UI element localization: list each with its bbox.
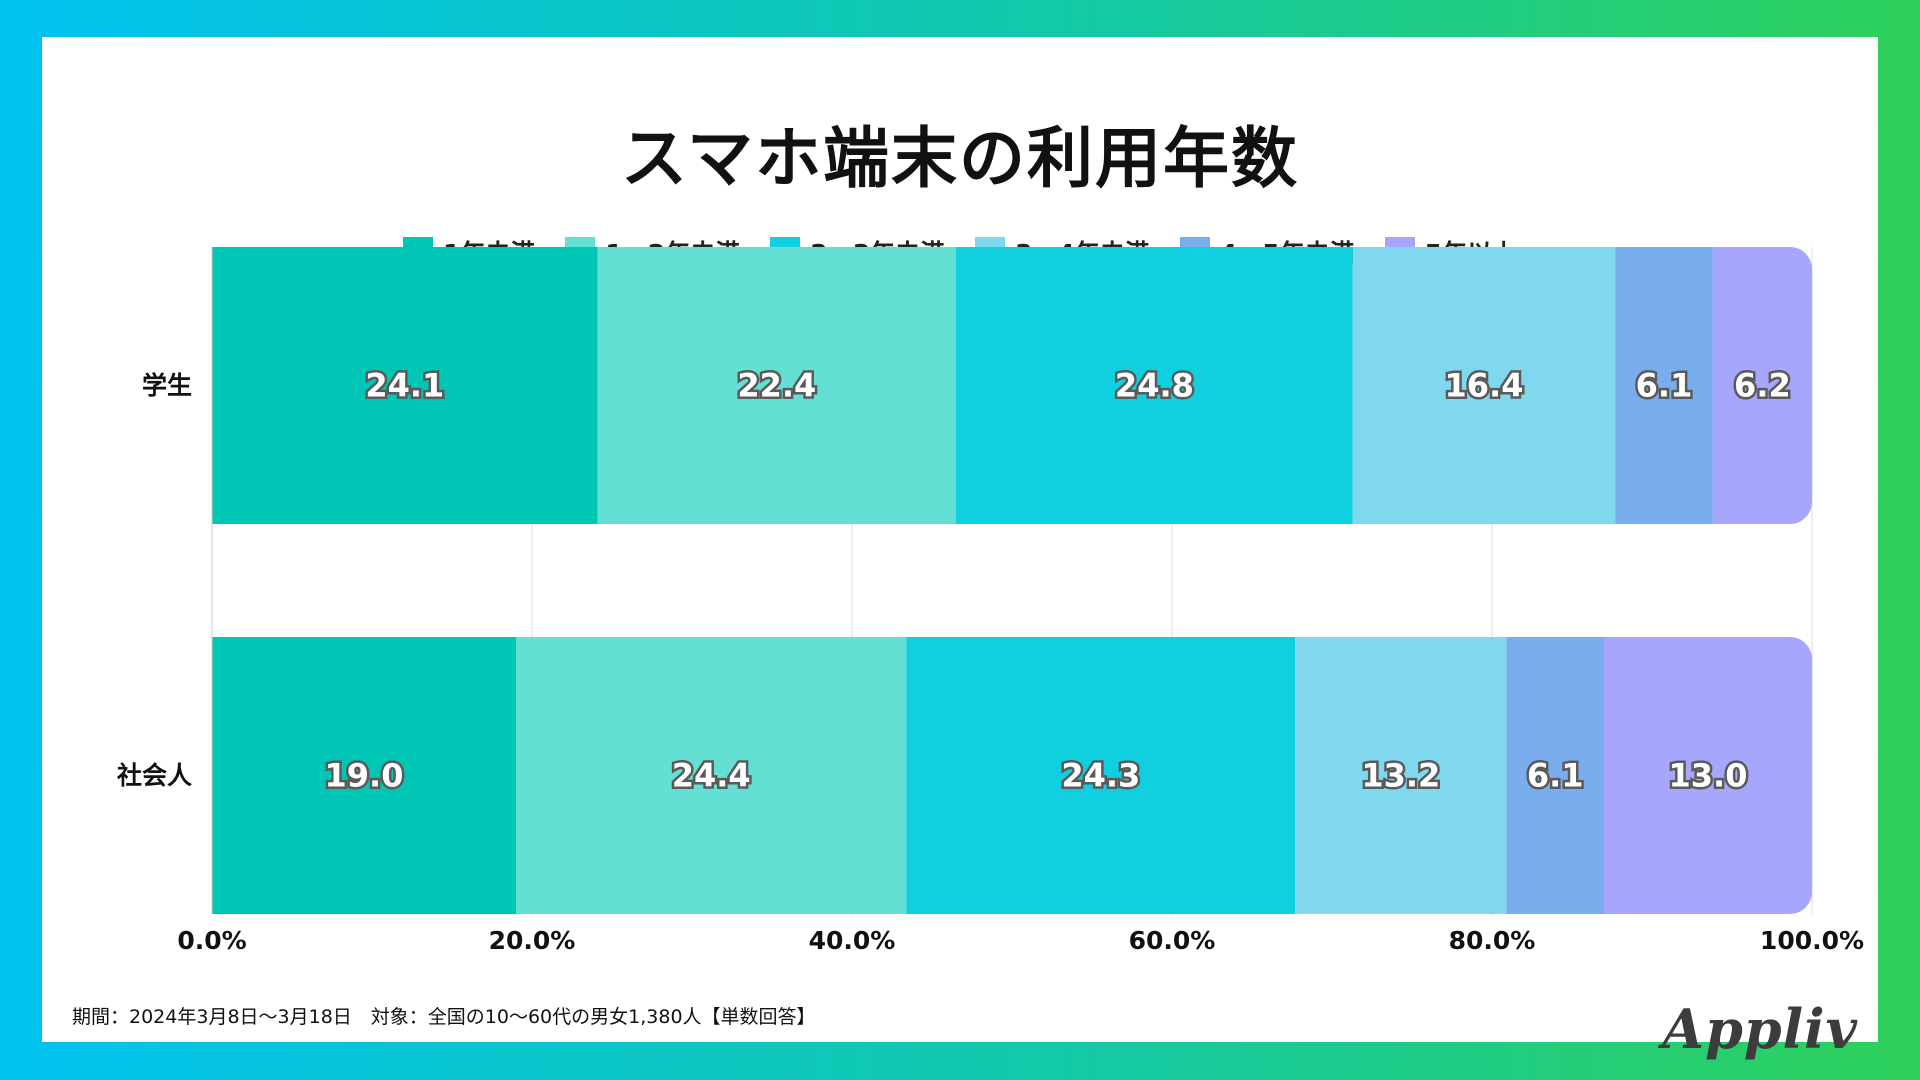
bar-left-edge-mask (172, 636, 212, 915)
bar-segment (1352, 247, 1616, 524)
x-tick-label: 80.0% (1449, 926, 1536, 955)
bar-group (212, 247, 1812, 524)
x-axis-ticks: 0.0% 20.0% 40.0% 60.0% 80.0% 100.0% (177, 926, 1864, 955)
x-tick-label: 0.0% (177, 926, 246, 955)
x-tick-label: 20.0% (489, 926, 576, 955)
bar-value-label: 24.3 (1061, 757, 1140, 795)
bar-value-label: 6.1 (1527, 757, 1584, 795)
x-tick-label: 100.0% (1760, 926, 1864, 955)
bar-group (212, 637, 1812, 914)
bar-value-label: 13.2 (1361, 757, 1440, 795)
bar-value-label: 24.1 (365, 367, 444, 405)
bar-segment (516, 637, 907, 914)
stacked-bar-chart: 24.1 22.4 24.8 16.4 6.1 6.2 19.0 24.4 24.3 13.2 6.… (117, 246, 1864, 955)
applivlogo: Appliv (1662, 997, 1858, 1061)
bar-segment (212, 637, 516, 914)
bar-left-edge-mask (172, 246, 212, 525)
bar-value-label: 19.0 (325, 757, 404, 795)
bar-segment (1604, 637, 1812, 914)
bar-segment (956, 247, 1353, 524)
bar-segment (1615, 247, 1713, 524)
bar-segment (212, 247, 598, 524)
bar-value-label: 24.8 (1115, 367, 1194, 405)
chart-card: スマホ端末の利用年数 1年未満1〜2年未満2〜3年未満3〜4年未満4〜5年未満5… (42, 37, 1878, 1061)
bar-value-label: 16.4 (1445, 367, 1524, 405)
chart-title: スマホ端末の利用年数 (620, 120, 1300, 197)
category-label: 学生 (142, 371, 192, 400)
bar-value-label: 24.4 (672, 757, 751, 795)
bar-value-label: 13.0 (1669, 757, 1748, 795)
bar-segment (1712, 247, 1812, 524)
bar-value-label: 6.1 (1636, 367, 1693, 405)
bar-value-label: 6.2 (1734, 367, 1791, 405)
x-tick-label: 60.0% (1129, 926, 1216, 955)
category-label: 社会人 (117, 761, 192, 790)
value-labels: 24.1 22.4 24.8 16.4 6.1 6.2 19.0 24.4 24.3 13.2 6.… (322, 364, 1793, 797)
bar-segment (1506, 637, 1604, 914)
bars (172, 246, 1812, 915)
bar-segment (597, 247, 956, 524)
footnote: 期間：2024年3月8日〜3月18日 対象：全国の10〜60代の男女1,380人… (72, 1006, 816, 1028)
bar-segment (1295, 637, 1507, 914)
bar-segment (906, 637, 1296, 914)
bar-value-label: 22.4 (737, 367, 816, 405)
x-tick-label: 40.0% (809, 926, 896, 955)
